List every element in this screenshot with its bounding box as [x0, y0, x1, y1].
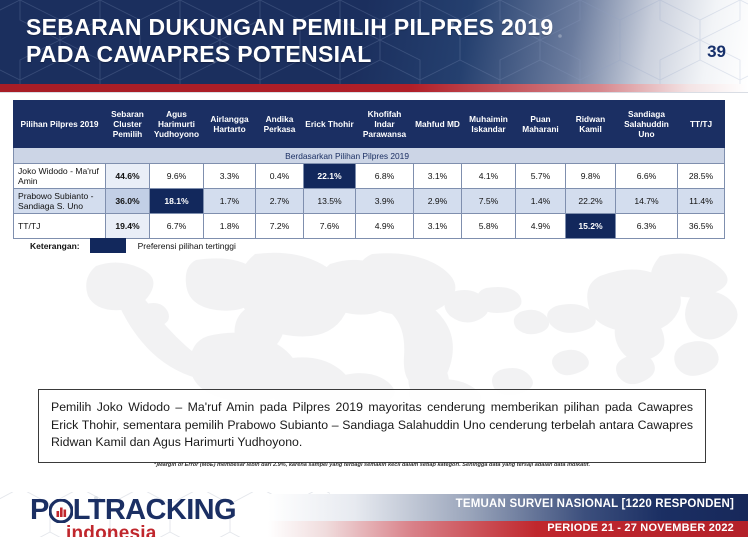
table-cell: 7.5%: [461, 188, 516, 214]
table-cell: 6.7%: [149, 213, 204, 239]
table-cell: 3.1%: [413, 163, 462, 189]
row-label: Prabowo Subianto - Sandiaga S. Uno: [13, 188, 106, 214]
footer-period-text: PERIODE 21 - 27 NOVEMBER 2022: [547, 522, 734, 534]
conclusion-box: Pemilih Joko Widodo – Ma'ruf Amin pada P…: [38, 389, 706, 463]
table-cell: 13.5%: [303, 188, 356, 214]
title-line-2: PADA CAWAPRES POTENSIAL: [26, 41, 372, 67]
table-cell: 6.6%: [615, 163, 678, 189]
table-cell: 6.3%: [615, 213, 678, 239]
hexagon-pattern-icon: [0, 0, 748, 84]
table-cell: 1.7%: [203, 188, 256, 214]
table-cell: 2.9%: [413, 188, 462, 214]
table-row: TT/TJ 19.4% 6.7% 1.8% 7.2% 7.6% 4.9% 3.1% 5.8% 4.…: [13, 213, 725, 239]
table-band-row: Berdasarkan Pilihan Pilpres 2019: [13, 147, 725, 164]
table-cell: 28.5%: [677, 163, 725, 189]
table-cell: 3.9%: [355, 188, 414, 214]
table-cell: 4.9%: [355, 213, 414, 239]
table-cell: 9.8%: [565, 163, 616, 189]
header-cell-sandiaga: Sandiaga Salahuddin Uno: [615, 100, 678, 148]
row-label: TT/TJ: [13, 213, 106, 239]
table-cell: 14.7%: [615, 188, 678, 214]
table-row: Joko Widodo - Ma'ruf Amin 44.6% 9.6% 3.3% 0.…: [13, 163, 725, 189]
logo-o-icon: [48, 498, 74, 524]
logo-subtext: indonesia: [66, 523, 157, 537]
page-number: 39: [707, 42, 726, 61]
header-cell-ahy: Agus Harimurti Yudhoyono: [149, 100, 204, 148]
header-cell-andika: Andika Perkasa: [255, 100, 304, 148]
legend-description: Preferensi pilihan tertinggi: [137, 240, 236, 251]
table-cell: 11.4%: [677, 188, 725, 214]
header-cell-sebaran-cluster: Sebaran Cluster Pemilih: [105, 100, 150, 148]
legend-swatch-icon: [89, 238, 126, 253]
header-divider: [0, 92, 748, 93]
header-cell-muhaimin: Muhaimin Iskandar: [461, 100, 516, 148]
header-cell-tttj: TT/TJ: [677, 100, 725, 148]
table-cell: 19.4%: [105, 213, 150, 239]
table-cell-highlighted: 15.2%: [565, 213, 616, 239]
table-header-row: Pilihan Pilpres 2019 Sebaran Cluster Pem…: [13, 100, 725, 148]
table-cell: 3.1%: [413, 213, 462, 239]
page-title: SEBARAN DUKUNGAN PEMILIH PILPRES 2019 PA…: [26, 14, 626, 68]
table-cell: 9.6%: [149, 163, 204, 189]
table-cell: 1.8%: [203, 213, 256, 239]
logo-text-part1: P: [30, 494, 49, 526]
indonesia-map-watermark: [86, 252, 738, 400]
table-cell: 4.9%: [515, 213, 566, 239]
logo-wordmark: P LTRACKING: [30, 494, 237, 526]
slide-footer: P LTRACKING indonesia TEMUAN SURVEI NASIO…: [0, 492, 748, 537]
table-cell: 5.7%: [515, 163, 566, 189]
table-cell: 3.3%: [203, 163, 256, 189]
table-cell: 36.5%: [677, 213, 725, 239]
footnote-text: *)Margin of Error (MoE) membesar lebih d…: [153, 462, 591, 468]
table-cell: 44.6%: [105, 163, 150, 189]
table-cell: 0.4%: [255, 163, 304, 189]
header-cell-ridwan: Ridwan Kamil: [565, 100, 616, 148]
header-cell-erick: Erick Thohir: [303, 100, 356, 148]
table-cell: 7.2%: [255, 213, 304, 239]
header-cell-puan: Puan Maharani: [515, 100, 566, 148]
table-body: Berdasarkan Pilihan Pilpres 2019 Joko Wid…: [13, 147, 725, 239]
title-line-1: SEBARAN DUKUNGAN PEMILIH PILPRES 2019: [26, 14, 554, 40]
header-cell-airlangga: Airlangga Hartarto: [203, 100, 256, 148]
header-cell-pilihan: Pilihan Pilpres 2019: [13, 100, 106, 148]
table-row: Prabowo Subianto - Sandiaga S. Uno 36.0% 1…: [13, 188, 725, 214]
slide-header: SEBARAN DUKUNGAN PEMILIH PILPRES 2019 PA…: [0, 0, 748, 84]
footer-navy-band: [268, 494, 748, 521]
table-cell-highlighted: 18.1%: [149, 188, 204, 214]
header-cell-khofifah: Khofifah Indar Parawansa: [355, 100, 414, 148]
footer-survey-text: TEMUAN SURVEI NASIONAL [1220 RESPONDEN]: [455, 498, 734, 510]
table-cell: 6.8%: [355, 163, 414, 189]
header-cell-mahfud: Mahfud MD: [413, 100, 462, 148]
table-band-label: Berdasarkan Pilihan Pilpres 2019: [13, 147, 725, 164]
legend: Keterangan: Preferensi pilihan tertinggi: [30, 238, 236, 253]
table-cell: 4.1%: [461, 163, 516, 189]
results-table: Pilihan Pilpres 2019 Sebaran Cluster Pem…: [13, 100, 725, 239]
legend-label: Keterangan:: [30, 240, 80, 251]
poltracking-logo: P LTRACKING indonesia: [30, 494, 237, 537]
conclusion-text: Pemilih Joko Widodo – Ma'ruf Amin pada P…: [51, 400, 693, 449]
footer-red-band: [268, 521, 748, 537]
table-cell: 22.2%: [565, 188, 616, 214]
table-cell: 1.4%: [515, 188, 566, 214]
table-cell: 36.0%: [105, 188, 150, 214]
table-cell: 7.6%: [303, 213, 356, 239]
table-cell-highlighted: 22.1%: [303, 163, 356, 189]
table-cell: 2.7%: [255, 188, 304, 214]
logo-text-part2: LTRACKING: [72, 494, 237, 526]
header-red-accent-bar: [0, 84, 748, 92]
row-label: Joko Widodo - Ma'ruf Amin: [13, 163, 106, 189]
cawapres-distribution-table: Pilihan Pilpres 2019 Sebaran Cluster Pem…: [13, 100, 725, 239]
table-cell: 5.8%: [461, 213, 516, 239]
